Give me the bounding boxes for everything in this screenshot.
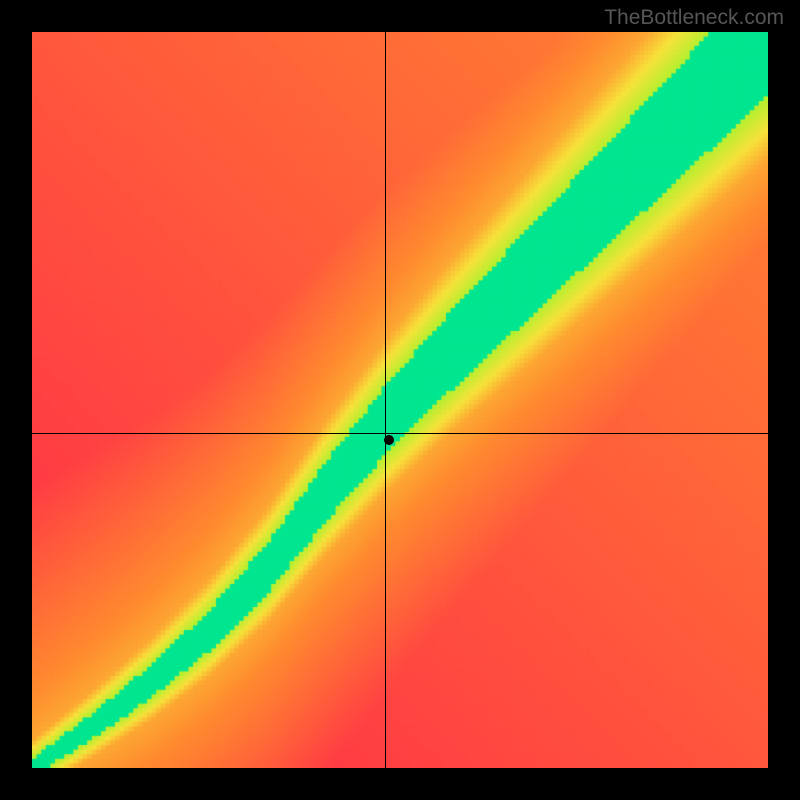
watermark-text: TheBottleneck.com — [604, 6, 784, 30]
chart-container: TheBottleneck.com — [0, 0, 800, 800]
marker-point — [384, 435, 394, 445]
crosshair-horizontal — [32, 433, 768, 434]
heatmap-canvas — [32, 32, 768, 768]
crosshair-vertical — [385, 32, 386, 768]
plot-area — [32, 32, 768, 768]
